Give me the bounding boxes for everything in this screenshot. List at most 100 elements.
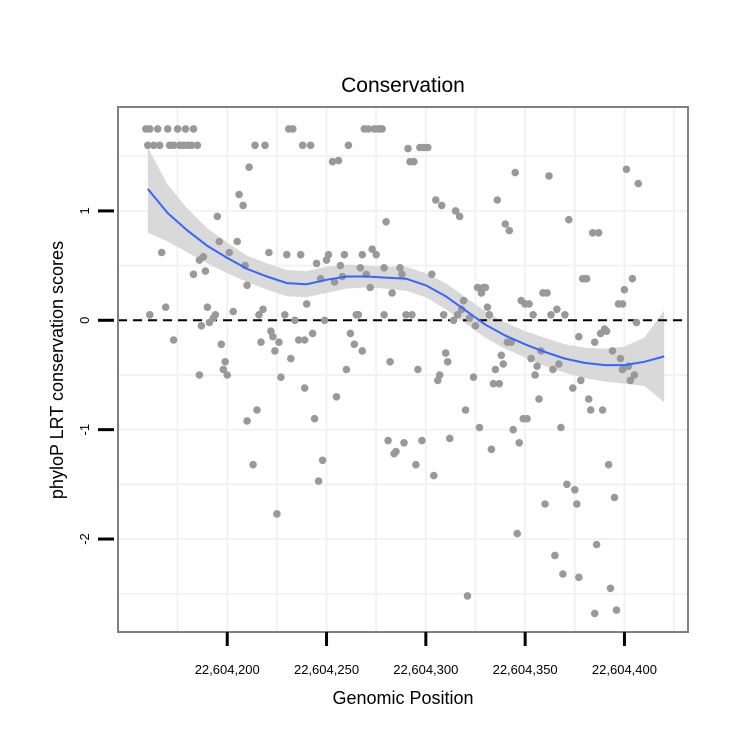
data-point [626, 376, 635, 385]
data-point [314, 477, 323, 485]
data-point [213, 212, 222, 221]
data-point [404, 144, 412, 153]
data-point [253, 406, 261, 414]
data-point [513, 529, 521, 538]
data-point [193, 141, 202, 150]
data-point [598, 406, 607, 414]
data-point [398, 270, 406, 279]
data-point [471, 322, 480, 330]
data-point [561, 311, 569, 319]
data-point [529, 311, 537, 319]
data-point [344, 141, 353, 150]
data-point [535, 395, 543, 403]
data-point [491, 365, 500, 374]
data-point [577, 376, 585, 385]
data-point [527, 354, 535, 363]
data-point [283, 250, 291, 259]
data-point [435, 371, 444, 379]
y-axis-label: phyloP LRT conservation scores [47, 241, 67, 499]
data-point [584, 395, 593, 403]
data-point [505, 226, 514, 235]
data-point [161, 303, 170, 312]
data-point [157, 248, 166, 257]
data-point [249, 460, 257, 469]
data-point [388, 289, 396, 297]
data-point [189, 270, 198, 279]
data-point [336, 261, 345, 270]
data-point [449, 316, 458, 325]
data-point [334, 156, 343, 165]
data-point [459, 296, 468, 305]
data-point [606, 584, 615, 593]
data-point [294, 336, 303, 344]
confidence-band-layer [147, 147, 665, 403]
data-point [565, 215, 573, 224]
data-point [437, 201, 446, 210]
data-point [289, 125, 297, 133]
data-point [432, 196, 440, 204]
data-point [239, 201, 247, 210]
data-point [465, 314, 474, 322]
data-point [455, 212, 464, 221]
chart-title: Conservation [341, 74, 465, 97]
data-point [144, 141, 152, 150]
data-point [380, 311, 388, 319]
data-point [408, 311, 416, 319]
data-point [342, 365, 351, 374]
data-point [590, 338, 599, 347]
data-point [509, 425, 517, 434]
data-point [330, 278, 339, 286]
data-point [557, 423, 565, 432]
data-point [602, 327, 611, 336]
data-point [173, 125, 182, 133]
confidence-band [147, 147, 665, 403]
data-point [201, 267, 210, 275]
data-point [368, 245, 377, 253]
data-point [300, 384, 309, 392]
data-point [533, 362, 541, 371]
x-tick-label: 22,604,350 [493, 662, 558, 677]
data-point [296, 250, 305, 259]
data-point [219, 365, 228, 374]
data-point [372, 250, 381, 259]
data-point [392, 447, 400, 456]
data-point [163, 125, 172, 133]
data-point [575, 573, 583, 582]
data-point [281, 311, 289, 319]
data-point [559, 570, 567, 578]
data-point [632, 318, 641, 327]
data-point [243, 417, 251, 425]
data-point [412, 460, 420, 469]
data-point [571, 486, 579, 494]
data-point [414, 365, 422, 374]
data-point [481, 283, 490, 292]
data-point [545, 172, 553, 180]
data-point [501, 220, 510, 228]
data-point [265, 248, 273, 257]
data-point [229, 307, 237, 316]
data-point [451, 207, 460, 215]
y-axis: 1 0 -1 -2 [77, 207, 114, 545]
data-point [553, 305, 561, 314]
data-point [473, 283, 482, 292]
data-point [461, 406, 470, 414]
data-point [298, 141, 307, 150]
data-point [273, 510, 281, 518]
data-point [402, 311, 410, 319]
data-point [257, 338, 265, 347]
smooth-line-layer [147, 188, 665, 367]
data-point [396, 264, 404, 272]
data-point [308, 329, 317, 338]
data-point [215, 237, 224, 246]
data-point [487, 445, 496, 454]
data-point [483, 303, 492, 312]
data-point [356, 264, 365, 272]
data-point [569, 384, 577, 392]
data-point [573, 500, 581, 508]
data-point [233, 237, 241, 246]
data-point [203, 303, 212, 312]
data-point [430, 471, 438, 480]
data-point [340, 250, 349, 259]
data-point [243, 281, 251, 290]
data-point [618, 300, 627, 308]
